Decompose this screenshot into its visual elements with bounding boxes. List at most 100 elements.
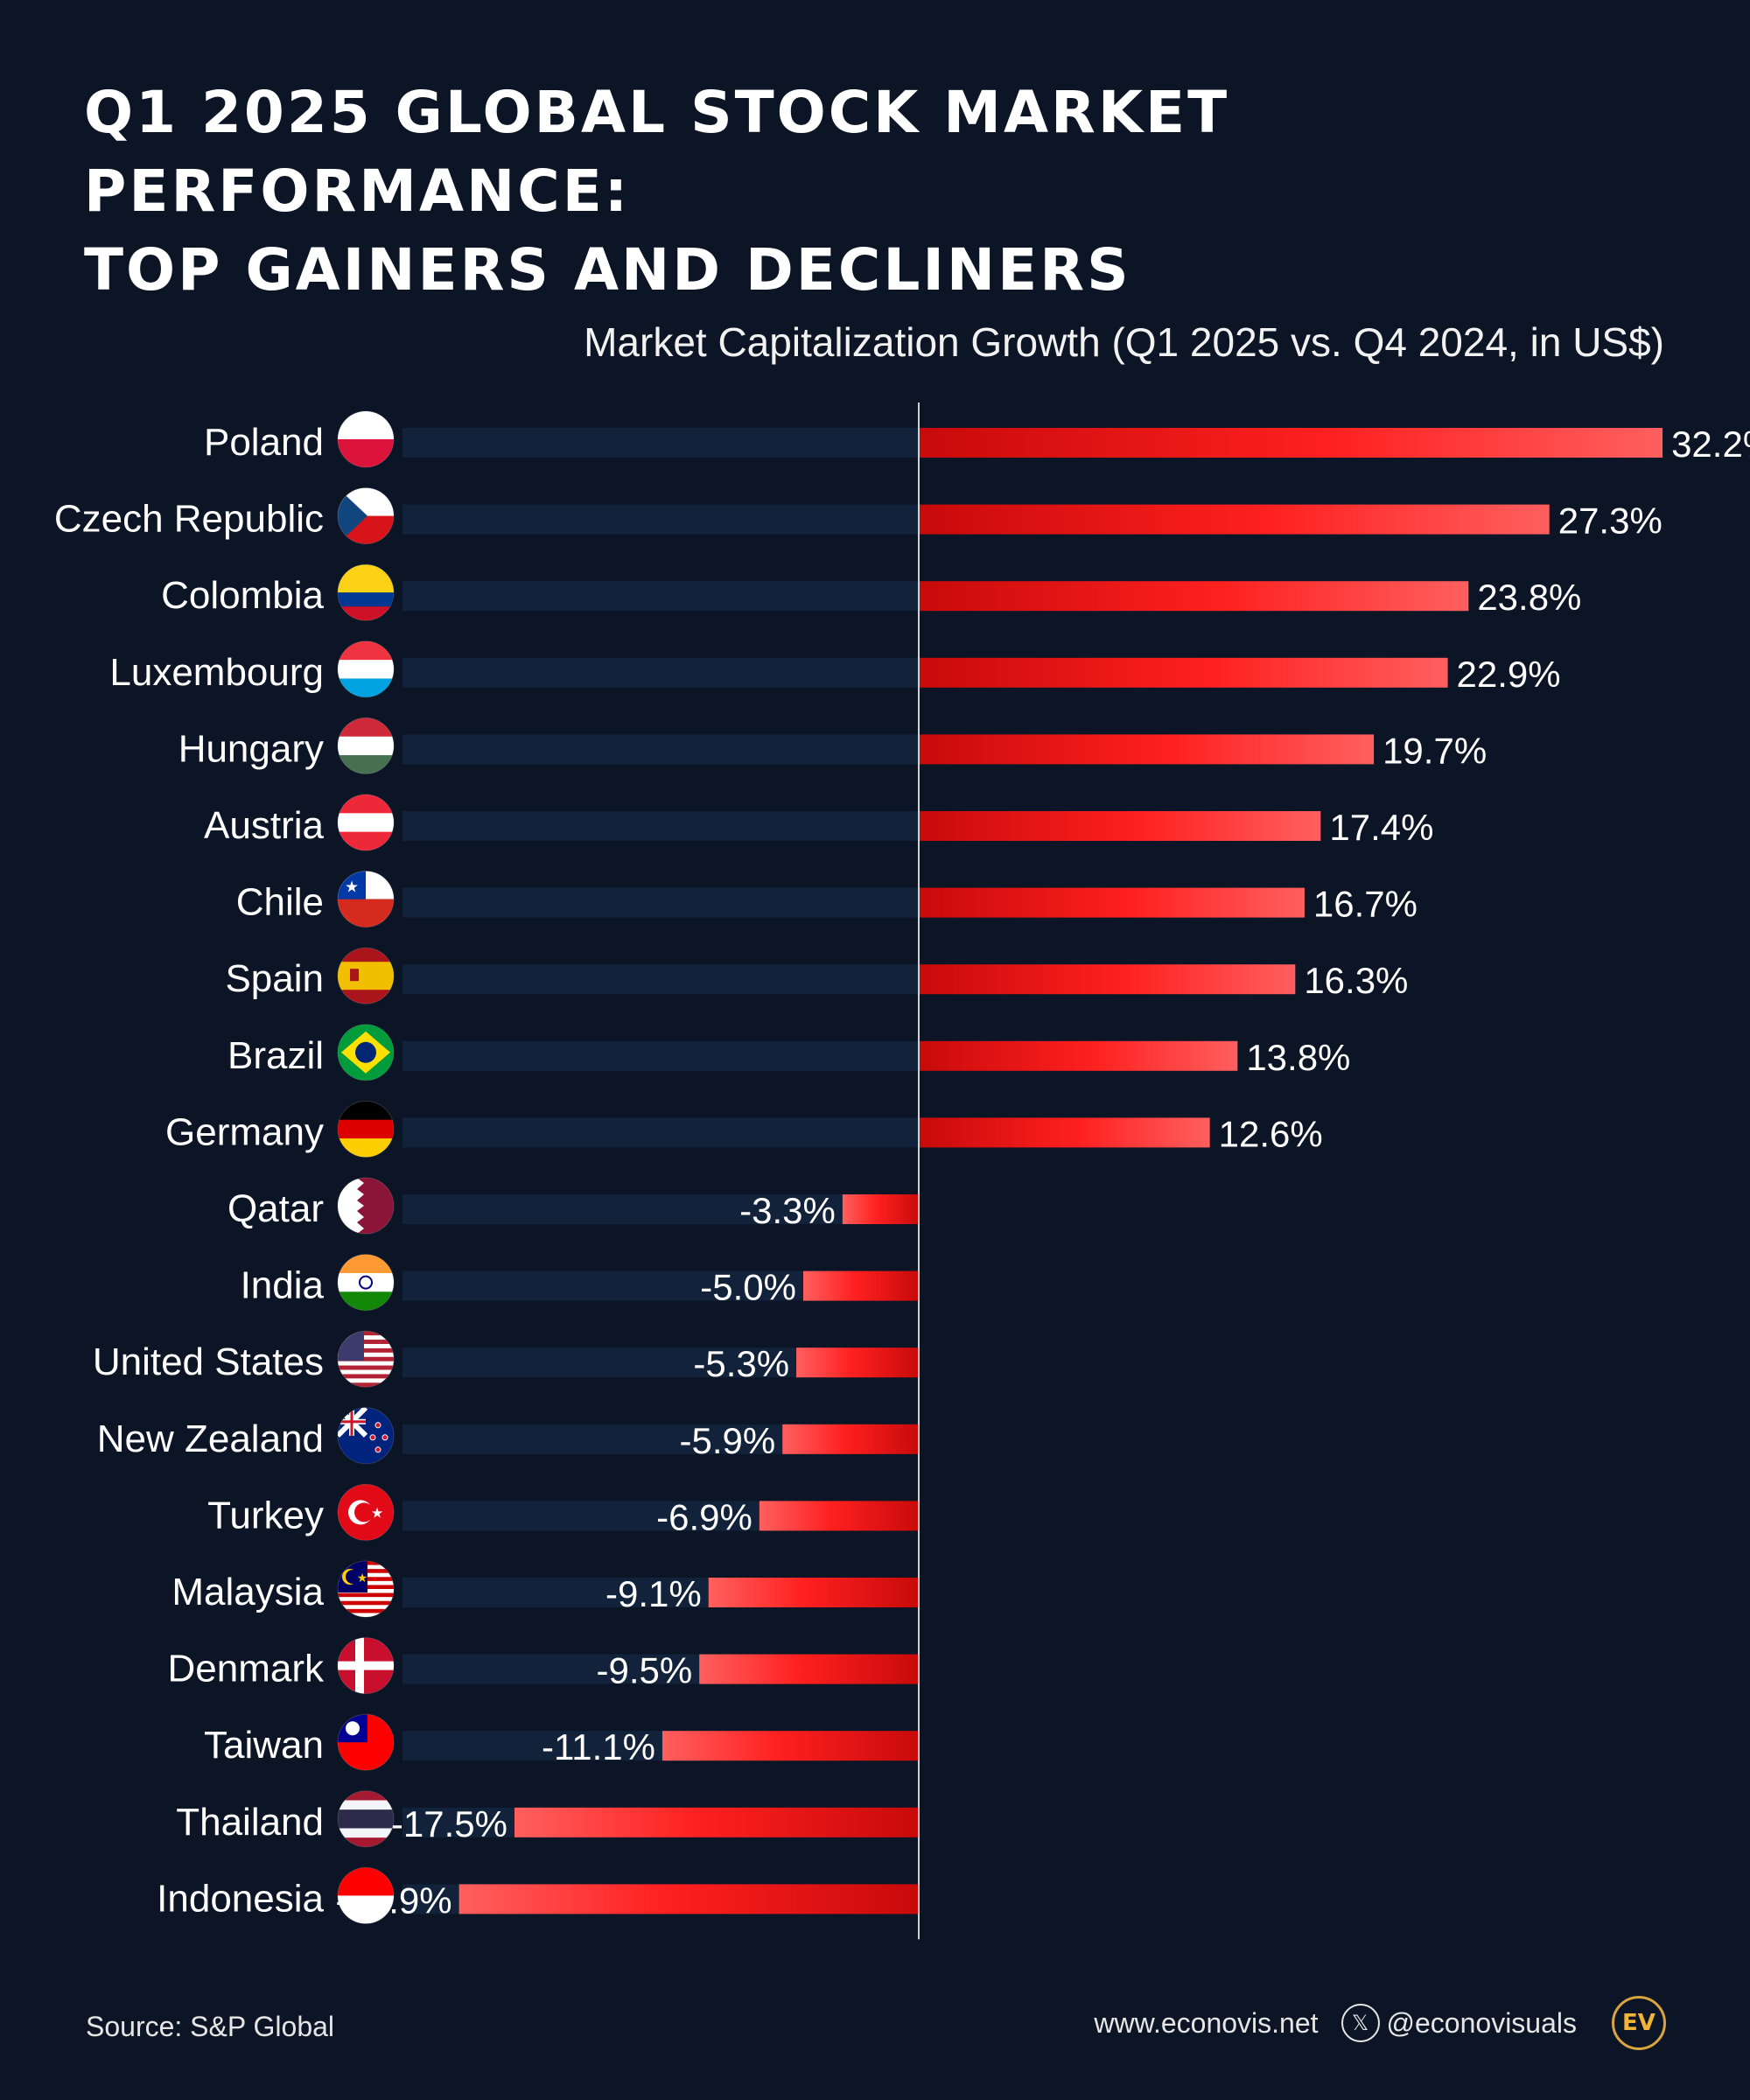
austria-flag-icon xyxy=(337,794,395,851)
value-label: 16.3% xyxy=(1304,960,1408,1001)
category-label: Poland xyxy=(204,421,324,464)
czech-republic-flag-icon xyxy=(337,487,395,545)
bar xyxy=(919,887,1305,918)
bar xyxy=(796,1348,919,1378)
category-label: Indonesia xyxy=(157,1877,324,1920)
value-label: 12.6% xyxy=(1219,1113,1323,1154)
category-label: Denmark xyxy=(168,1648,325,1690)
bar-track xyxy=(402,581,919,612)
qatar-flag-icon xyxy=(337,1177,395,1235)
bars xyxy=(458,428,1663,1914)
value-label: 17.4% xyxy=(1329,807,1433,848)
brazil-flag-icon xyxy=(337,1024,395,1082)
value-label: 22.9% xyxy=(1457,654,1561,695)
social-handle: @econovisuals xyxy=(1386,2006,1577,2039)
category-label: Hungary xyxy=(178,727,324,770)
bar-track xyxy=(402,811,919,841)
spain-flag-icon xyxy=(337,947,395,1004)
chart-subtitle: Market Capitalization Growth (Q1 2025 vs… xyxy=(584,319,1664,365)
category-label: Luxembourg xyxy=(109,651,324,694)
value-label: -5.3% xyxy=(693,1343,789,1384)
india-flag-icon xyxy=(337,1254,395,1312)
value-label: -11.1% xyxy=(542,1726,655,1768)
bar-tracks xyxy=(402,428,919,1914)
bar-track xyxy=(402,1040,919,1071)
bar xyxy=(919,1040,1238,1071)
bar xyxy=(782,1424,919,1454)
category-label: New Zealand xyxy=(97,1418,324,1460)
category-labels: Poland Czech Republic Colombia Luxembourg Hu… xyxy=(54,421,325,1920)
econovis-logo-icon: EV xyxy=(1612,1996,1666,2050)
value-labels: 32.2%27.3% 23.8% 22.9% 19.7% 17.4% 16.7% 16.3%… xyxy=(336,424,1750,1921)
bar-track xyxy=(402,1194,919,1224)
value-label: -9.5% xyxy=(596,1650,692,1691)
category-label: Czech Republic xyxy=(54,498,324,541)
category-label: United States xyxy=(93,1340,324,1383)
united-states-flag-icon xyxy=(337,1330,395,1388)
value-label: -17.5% xyxy=(391,1803,508,1844)
value-label: 13.8% xyxy=(1246,1037,1350,1078)
website-link[interactable]: www.econovis.net xyxy=(1094,2006,1319,2039)
bar xyxy=(919,964,1296,995)
bar xyxy=(759,1501,919,1531)
category-label: Malaysia xyxy=(172,1571,324,1614)
bar-track xyxy=(402,964,919,995)
title-line-2: TOP GAINERS AND DECLINERS xyxy=(84,236,1131,304)
category-label: India xyxy=(241,1264,325,1307)
value-label: -3.3% xyxy=(739,1190,836,1231)
category-label: Turkey xyxy=(207,1494,324,1536)
bar xyxy=(919,428,1663,458)
bar-track xyxy=(402,657,919,688)
bar xyxy=(803,1270,919,1301)
denmark-flag-icon xyxy=(337,1637,395,1695)
bar xyxy=(458,1884,919,1914)
bar xyxy=(662,1731,919,1761)
hungary-flag-icon xyxy=(337,717,395,774)
footer-credits: www.econovis.net 𝕏 @econovisuals EV xyxy=(1094,1996,1666,2050)
bar xyxy=(919,734,1375,765)
social-handle-group[interactable]: 𝕏 @econovisuals xyxy=(1340,2004,1577,2042)
bar-track xyxy=(402,1117,919,1148)
indonesia-flag-icon xyxy=(337,1866,395,1924)
category-label: Brazil xyxy=(228,1034,324,1077)
germany-flag-icon xyxy=(337,1100,395,1158)
category-label: Thailand xyxy=(176,1801,324,1844)
thailand-flag-icon xyxy=(337,1790,395,1848)
taiwan-flag-icon xyxy=(337,1713,395,1771)
svg-text:★: ★ xyxy=(357,1572,368,1586)
chart-title: Q1 2025 GLOBAL STOCK MARKET PERFORMANCE:… xyxy=(84,74,1659,310)
poland-flag-icon xyxy=(337,410,395,468)
bar xyxy=(919,581,1469,612)
bar xyxy=(919,504,1550,535)
source-note: Source: S&P Global xyxy=(86,2011,335,2042)
x-logo-icon: 𝕏 xyxy=(1340,2004,1380,2042)
svg-text:★: ★ xyxy=(371,1504,383,1521)
category-label: Colombia xyxy=(161,574,324,617)
category-label: Qatar xyxy=(228,1187,324,1230)
country-flags: ★ ★ ★ xyxy=(337,410,395,1924)
category-label: Austria xyxy=(204,804,324,847)
value-label: 32.2% xyxy=(1671,424,1750,465)
bar-track xyxy=(402,887,919,918)
bar xyxy=(842,1194,919,1224)
value-label: -9.1% xyxy=(606,1573,702,1614)
bar xyxy=(919,811,1321,841)
bar-track xyxy=(402,504,919,535)
new-zealand-flag-icon xyxy=(337,1407,395,1465)
bar xyxy=(919,1117,1210,1148)
value-label: -6.9% xyxy=(656,1496,752,1537)
bar xyxy=(708,1578,919,1607)
svg-text:★: ★ xyxy=(345,878,359,897)
category-label: Chile xyxy=(236,881,324,924)
category-label: Germany xyxy=(165,1110,324,1153)
colombia-flag-icon xyxy=(337,564,395,621)
bar-chart: 32.2%27.3% 23.8% 22.9% 19.7% 17.4% 16.7% 16.3%… xyxy=(54,402,1750,1940)
value-label: 23.8% xyxy=(1477,577,1581,618)
luxembourg-flag-icon xyxy=(337,640,395,698)
title-line-1: Q1 2025 GLOBAL STOCK MARKET PERFORMANCE: xyxy=(84,79,1230,225)
value-label: 16.7% xyxy=(1313,884,1418,925)
value-label: 19.7% xyxy=(1382,730,1487,771)
bar xyxy=(699,1654,919,1684)
bar-track xyxy=(402,734,919,765)
category-label: Spain xyxy=(225,957,324,1000)
